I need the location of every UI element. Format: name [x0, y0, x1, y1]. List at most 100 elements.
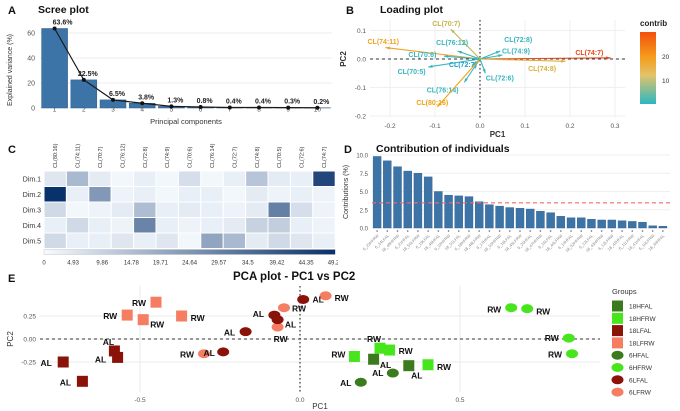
svg-text:CL(74:11): CL(74:11): [367, 39, 399, 46]
svg-text:10.0: 10.0: [356, 154, 368, 160]
svg-text:PC1: PC1: [490, 130, 506, 139]
svg-text:6.5%: 6.5%: [109, 91, 126, 98]
svg-text:5: 5: [170, 107, 174, 114]
svg-text:RW: RW: [487, 305, 502, 315]
svg-text:0.25: 0.25: [23, 314, 36, 321]
svg-text:CL(70:7): CL(70:7): [432, 21, 460, 28]
svg-text:18LFAL: 18LFAL: [629, 328, 652, 335]
svg-text:RW: RW: [545, 333, 560, 343]
svg-text:60: 60: [27, 31, 35, 38]
svg-text:CL(74:9): CL(74:9): [502, 49, 530, 56]
svg-text:Dim.2: Dim.2: [23, 192, 41, 199]
svg-text:AL: AL: [41, 358, 52, 368]
svg-text:RW: RW: [331, 349, 346, 359]
svg-text:2: 2: [82, 107, 86, 114]
panel-letter-a: A: [8, 5, 16, 17]
svg-text:AL: AL: [285, 320, 296, 330]
panel-letter-d: D: [344, 144, 352, 156]
svg-text:20: 20: [27, 81, 35, 88]
svg-text:AL: AL: [60, 377, 71, 387]
svg-text:2.5: 2.5: [360, 208, 369, 214]
svg-text:Dim.3: Dim.3: [23, 207, 41, 214]
svg-text:4: 4: [140, 107, 144, 114]
svg-text:CL(76:12): CL(76:12): [436, 40, 468, 47]
svg-text:Dim.5: Dim.5: [23, 238, 41, 245]
svg-text:CL(70:5): CL(70:5): [398, 69, 426, 76]
svg-text:-0.1: -0.1: [429, 123, 441, 130]
svg-text:18LFRW: 18LFRW: [629, 340, 655, 347]
svg-text:34.5: 34.5: [242, 261, 254, 267]
svg-text:-0.25: -0.25: [21, 360, 36, 367]
svg-text:0.2: 0.2: [565, 123, 574, 130]
svg-text:CL(72:7): CL(72:7): [232, 146, 238, 168]
svg-text:5.0: 5.0: [360, 190, 369, 196]
panel-letter-c: C: [8, 144, 16, 156]
svg-text:6HFAL: 6HFAL: [629, 353, 649, 360]
svg-text:0: 0: [31, 106, 35, 113]
svg-text:63.6%: 63.6%: [53, 20, 74, 27]
svg-text:6HFRW: 6HFRW: [629, 365, 653, 372]
svg-text:CL(70:6): CL(70:6): [188, 146, 194, 168]
loading-title: Loading plot: [380, 4, 443, 16]
svg-text:Dim.4: Dim.4: [23, 223, 41, 230]
svg-text:7.5: 7.5: [360, 172, 369, 178]
svg-text:Principal components: Principal components: [150, 117, 222, 126]
contrib-title: Contribution of individuals: [376, 143, 510, 155]
svg-text:RW: RW: [103, 311, 118, 321]
svg-text:0.2%: 0.2%: [313, 99, 330, 106]
svg-text:RW: RW: [292, 304, 307, 314]
svg-text:CL(80:16): CL(80:16): [416, 100, 448, 107]
svg-text:7: 7: [228, 107, 232, 114]
heatmap-chart: CL(80:16) CL(74:11) CL(70:7) CL(76:12) CL(72…: [23, 143, 338, 267]
svg-text:-0.2: -0.2: [384, 123, 396, 130]
svg-text:AL: AL: [103, 337, 114, 347]
svg-text:RW: RW: [150, 320, 165, 330]
svg-text:PC2: PC2: [339, 51, 348, 67]
svg-text:AL: AL: [340, 378, 351, 388]
svg-text:CL(74:9): CL(74:9): [165, 146, 171, 168]
svg-text:RW: RW: [548, 350, 563, 360]
svg-text:6LFRW: 6LFRW: [629, 390, 652, 397]
svg-text:CL(76:14): CL(76:14): [427, 87, 459, 94]
svg-text:CL(72:8): CL(72:8): [143, 146, 149, 168]
svg-text:0.0: 0.0: [357, 57, 366, 64]
svg-text:0.5: 0.5: [455, 397, 464, 404]
svg-text:PC1: PC1: [312, 402, 328, 411]
svg-text:-0.2: -0.2: [355, 114, 367, 121]
svg-text:CL(80:16): CL(80:16): [53, 143, 59, 168]
svg-text:3.8%: 3.8%: [138, 94, 155, 101]
svg-text:RW: RW: [536, 307, 551, 317]
svg-text:CL(74:11): CL(74:11): [76, 144, 82, 168]
svg-text:22.5%: 22.5%: [78, 71, 99, 78]
svg-text:CL(74:7): CL(74:7): [322, 146, 328, 168]
scree-title: Scree plot: [38, 4, 89, 16]
svg-text:CL(74:8): CL(74:8): [528, 66, 556, 73]
svg-text:RW: RW: [399, 346, 414, 356]
svg-text:49.28: 49.28: [328, 261, 338, 267]
svg-text:24.64: 24.64: [182, 261, 198, 267]
panel-letter-e: E: [8, 273, 16, 285]
svg-text:-0.1: -0.1: [355, 85, 367, 92]
svg-text:20: 20: [662, 54, 670, 61]
svg-text:0.8%: 0.8%: [197, 98, 214, 105]
svg-text:AL: AL: [411, 371, 422, 381]
pca-title: PCA plot - PC1 vs PC2: [233, 271, 356, 283]
svg-text:contrib: contrib: [640, 19, 667, 28]
svg-text:CL(72:6): CL(72:6): [300, 146, 306, 168]
svg-text:40: 40: [27, 56, 35, 63]
svg-text:10: 10: [314, 107, 322, 114]
svg-text:18HFAL: 18HFAL: [629, 304, 653, 311]
svg-text:44.35: 44.35: [299, 261, 315, 267]
svg-text:AL: AL: [380, 360, 391, 370]
svg-text:0.0: 0.0: [475, 123, 484, 130]
svg-text:CL(70:7): CL(70:7): [98, 146, 104, 168]
svg-text:0.4%: 0.4%: [255, 99, 272, 106]
scree-chart: 0 20 40 60 Explained variance (%) 1 63.6% 2 22.5…: [7, 20, 332, 126]
svg-text:14.78: 14.78: [124, 261, 140, 267]
svg-text:RW: RW: [180, 350, 195, 360]
svg-text:AL: AL: [95, 354, 106, 364]
svg-text:0.3%: 0.3%: [284, 99, 301, 106]
svg-text:10: 10: [662, 78, 670, 85]
svg-text:CL(76:12): CL(76:12): [120, 143, 126, 168]
svg-text:RW: RW: [335, 293, 350, 303]
